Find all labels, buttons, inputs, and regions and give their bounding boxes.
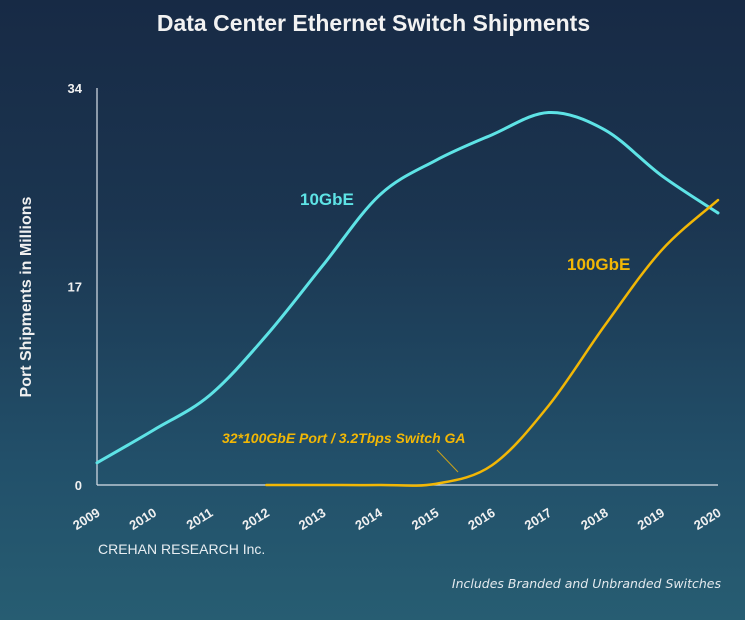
x-tick-label: 2009 [70,505,102,533]
x-tick-label: 2012 [239,505,271,533]
x-tick-label: 2017 [522,505,554,533]
footnote: Includes Branded and Unbranded Switches [451,576,721,591]
x-tick-label: 2019 [635,505,667,533]
chart-title: Data Center Ethernet Switch Shipments [156,10,591,36]
x-tick-label: 2013 [296,505,328,533]
x-tick-label: 2018 [578,505,610,533]
y-tick-label: 17 [68,280,82,295]
y-tick-label: 0 [75,478,82,493]
series-line-100GbE [265,198,720,487]
annotation-text: 32*100GbE Port / 3.2Tbps Switch GA [222,430,466,446]
y-tick-label: 34 [68,81,83,96]
x-tick-label: 2015 [409,505,441,533]
x-tick-label: 2011 [184,505,216,533]
x-tick-label: 2014 [352,504,385,532]
x-tick-label: 2016 [465,505,497,533]
series-label-100gbe: 100GbE [567,255,630,274]
x-tick-label: 2020 [691,505,723,533]
series-label-10gbe: 10GbE [300,190,354,209]
y-axis-label: Port Shipments in Millions [18,196,35,397]
source-credit: CREHAN RESEARCH Inc. [98,541,266,557]
x-tick-label: 2010 [127,505,159,533]
series-line-10GbE [95,111,720,465]
annotation-leader-line [436,449,459,473]
